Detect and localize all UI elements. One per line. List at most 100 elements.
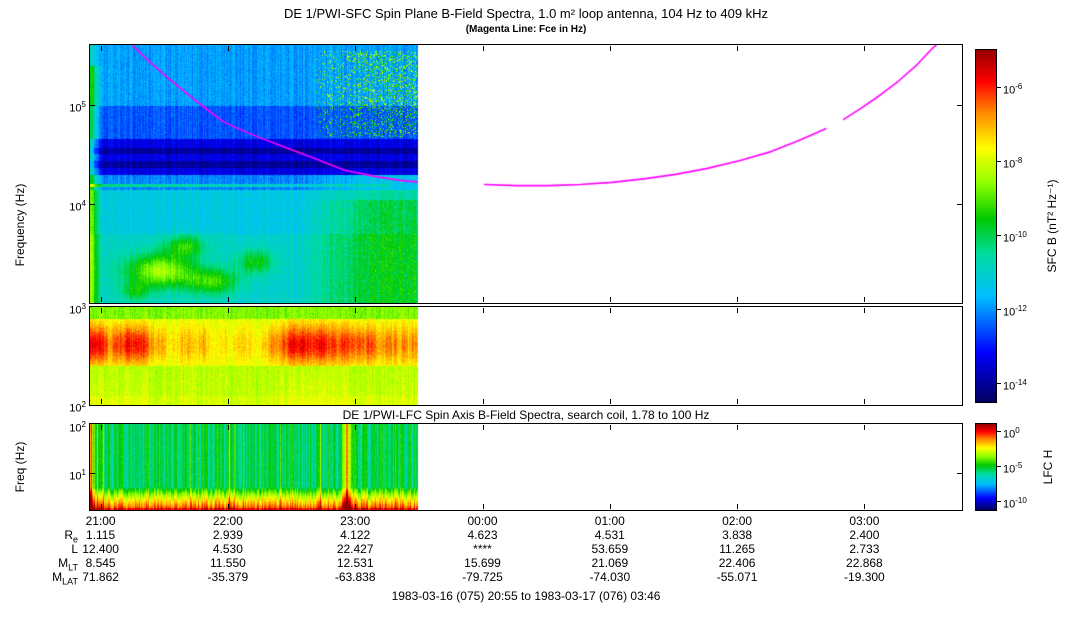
sfc-colorbar-tick-label: 10-12 bbox=[1003, 304, 1027, 320]
ephemeris-value: 53.659 bbox=[591, 542, 629, 556]
figure-subtitle: (Magenta Line: Fce in Hz) bbox=[465, 24, 587, 35]
colorbar-tick-mark bbox=[997, 431, 1001, 432]
ephemeris-value: 11.550 bbox=[209, 556, 246, 570]
hour-tick-mark bbox=[483, 308, 484, 313]
hour-tick-mark bbox=[228, 46, 229, 51]
colorbar-tick-mark bbox=[997, 466, 1001, 467]
ephemeris-value: 71.862 bbox=[82, 570, 119, 584]
x-axis-tick-label: 23:00 bbox=[340, 514, 371, 528]
hour-tick-mark bbox=[483, 425, 484, 430]
hour-tick-mark bbox=[610, 297, 611, 302]
sfc-y-tick-label: 105 bbox=[69, 100, 86, 115]
ephemeris-value: -55.071 bbox=[716, 570, 758, 584]
y-tick-mark bbox=[957, 473, 962, 474]
ephemeris-value: 21.069 bbox=[591, 556, 629, 570]
hour-tick-mark bbox=[864, 297, 865, 302]
sfc-colorbar bbox=[975, 49, 997, 403]
lfc-frame bbox=[89, 423, 963, 511]
hour-tick-mark bbox=[864, 46, 865, 51]
ephemeris-value: 8.545 bbox=[85, 556, 116, 570]
hour-tick-mark bbox=[355, 504, 356, 509]
sfc-colorbar-tick-label: 10-6 bbox=[1003, 82, 1023, 97]
sfc-y-tick-label: 103 bbox=[69, 302, 86, 317]
ephemeris-value: **** bbox=[473, 542, 492, 556]
sfc-low-band-frame bbox=[89, 306, 963, 406]
colorbar-tick-mark bbox=[997, 501, 1001, 502]
hour-tick-mark bbox=[737, 504, 738, 509]
x-axis-tick-label: 01:00 bbox=[594, 514, 625, 528]
hour-tick-mark bbox=[610, 425, 611, 430]
x-axis-tick-label: 03:00 bbox=[849, 514, 880, 528]
hour-tick-mark bbox=[355, 308, 356, 313]
ephemeris-row-label: L bbox=[71, 542, 78, 556]
hour-tick-mark bbox=[101, 399, 102, 404]
ephemeris-value: -74.030 bbox=[589, 570, 631, 584]
x-axis-tick-label: 00:00 bbox=[467, 514, 498, 528]
colorbar-tick-mark bbox=[997, 309, 1001, 310]
x-axis-tick-label: 21:00 bbox=[85, 514, 116, 528]
lfc-y-tick-label: 101 bbox=[69, 468, 86, 483]
lfc-colorbar-tick-label: 10-5 bbox=[1003, 460, 1023, 476]
footer-caption: 1983-03-16 (075) 20:55 to 1983-03-17 (07… bbox=[391, 589, 661, 603]
hour-tick-mark bbox=[228, 399, 229, 404]
ephemeris-value: 4.623 bbox=[467, 528, 498, 542]
hour-tick-mark bbox=[610, 399, 611, 404]
ephemeris-value: 15.699 bbox=[464, 556, 501, 570]
hour-tick-mark bbox=[228, 297, 229, 302]
colorbar-tick-mark bbox=[997, 235, 1001, 236]
hour-tick-mark bbox=[228, 504, 229, 509]
hour-tick-mark bbox=[228, 308, 229, 313]
hour-tick-mark bbox=[737, 425, 738, 430]
hour-tick-mark bbox=[864, 399, 865, 404]
hour-tick-mark bbox=[610, 308, 611, 313]
ephemeris-value: 3.838 bbox=[722, 528, 753, 542]
ephemeris-value: 2.400 bbox=[849, 528, 880, 542]
y-tick-mark bbox=[957, 204, 962, 205]
ephemeris-value: 12.531 bbox=[336, 556, 374, 570]
hour-tick-mark bbox=[228, 425, 229, 430]
hour-tick-mark bbox=[864, 308, 865, 313]
hour-tick-mark bbox=[737, 399, 738, 404]
hour-tick-mark bbox=[610, 504, 611, 509]
hour-tick-mark bbox=[355, 425, 356, 430]
hour-tick-mark bbox=[355, 297, 356, 302]
ephemeris-row-label: MLT bbox=[58, 556, 78, 573]
ephemeris-row-label: MLAT bbox=[52, 570, 78, 587]
ephemeris-value: 2.939 bbox=[212, 528, 243, 542]
hour-tick-mark bbox=[483, 297, 484, 302]
sfc-colorbar-tick-label: 10-8 bbox=[1003, 156, 1023, 171]
y-tick-mark bbox=[90, 473, 95, 474]
hour-tick-mark bbox=[737, 308, 738, 313]
hour-tick-mark bbox=[101, 425, 102, 430]
lfc-colorbar-tick-label: 10-10 bbox=[1003, 495, 1027, 511]
ephemeris-value: 2.733 bbox=[849, 542, 880, 556]
hour-tick-mark bbox=[737, 46, 738, 51]
hour-tick-mark bbox=[355, 46, 356, 51]
ephemeris-value: -63.838 bbox=[334, 570, 376, 584]
ephemeris-value: 22.868 bbox=[846, 556, 883, 570]
sfc-y-tick-label: 104 bbox=[69, 199, 86, 214]
hour-tick-mark bbox=[737, 297, 738, 302]
hour-tick-mark bbox=[355, 399, 356, 404]
ephemeris-value: 22.427 bbox=[336, 542, 374, 556]
sfc-colorbar-tick-label: 10-10 bbox=[1003, 230, 1027, 245]
hour-tick-mark bbox=[610, 46, 611, 51]
ephemeris-value: 4.531 bbox=[594, 528, 625, 542]
ephemeris-value: 11.265 bbox=[719, 542, 755, 556]
colorbar-tick-mark bbox=[997, 87, 1001, 88]
y-tick-mark bbox=[957, 105, 962, 106]
ephemeris-value: 4.530 bbox=[212, 542, 243, 556]
sfc-colorbar-tick-label: 10-14 bbox=[1003, 378, 1027, 394]
lfc-colorbar bbox=[975, 423, 997, 511]
ephemeris-value: -35.379 bbox=[207, 570, 249, 584]
ephemeris-value: -19.300 bbox=[844, 570, 885, 584]
colorbar-tick-mark bbox=[997, 161, 1001, 162]
y-tick-mark bbox=[90, 204, 95, 205]
x-axis-tick-label: 02:00 bbox=[722, 514, 753, 528]
hour-tick-mark bbox=[864, 504, 865, 509]
lfc-colorbar-tick-label: 100 bbox=[1003, 425, 1020, 441]
figure-title: DE 1/PWI-SFC Spin Plane B-Field Spectra,… bbox=[283, 6, 769, 21]
hour-tick-mark bbox=[101, 504, 102, 509]
ephemeris-value: 12.400 bbox=[82, 542, 119, 556]
